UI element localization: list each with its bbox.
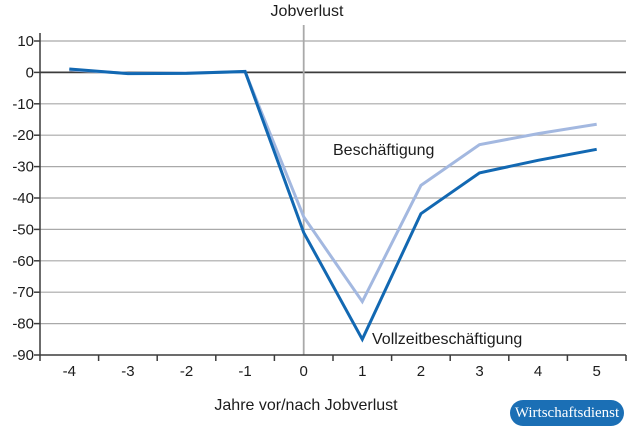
x-tick-label: -3 <box>121 363 134 380</box>
chart-line-vollzeitbeschaeftigung <box>69 67 597 343</box>
chart-line-beschaeftigung <box>69 68 597 305</box>
x-tick-label: 4 <box>534 363 542 380</box>
source-badge: Wirtschaftsdienst <box>510 400 624 426</box>
x-tick-label: 2 <box>417 363 425 380</box>
y-tick-label: -80 <box>12 316 34 333</box>
x-tick-label: -2 <box>180 363 193 380</box>
y-tick-label: -60 <box>12 253 34 270</box>
y-tick-label: 0 <box>26 64 34 81</box>
y-tick-label: -10 <box>12 96 34 113</box>
y-tick-label: -20 <box>12 127 34 144</box>
y-tick-label: -40 <box>12 190 34 207</box>
x-axis-title: Jahre vor/nach Jobverlust <box>214 397 398 414</box>
x-tick-label: -1 <box>238 363 251 380</box>
y-tick-label: -70 <box>12 284 34 301</box>
y-tick-label: -90 <box>12 347 34 364</box>
x-tick-label: 1 <box>358 363 366 380</box>
x-tick-label: -4 <box>63 363 76 380</box>
chart-title: Jobverlust <box>270 3 344 20</box>
x-tick-label: 3 <box>475 363 483 380</box>
y-tick-label: 10 <box>17 33 34 50</box>
source-badge-label: Wirtschaftsdienst <box>514 404 620 421</box>
series-label-beschaeftigung: Beschäftigung <box>333 142 435 159</box>
y-tick-label: -50 <box>12 221 34 238</box>
x-tick-label: 5 <box>593 363 601 380</box>
series-label-vollzeitbeschaeftigung: Vollzeitbeschäftigung <box>372 331 523 348</box>
y-tick-label: -30 <box>12 159 34 176</box>
x-tick-label: 0 <box>300 363 308 380</box>
